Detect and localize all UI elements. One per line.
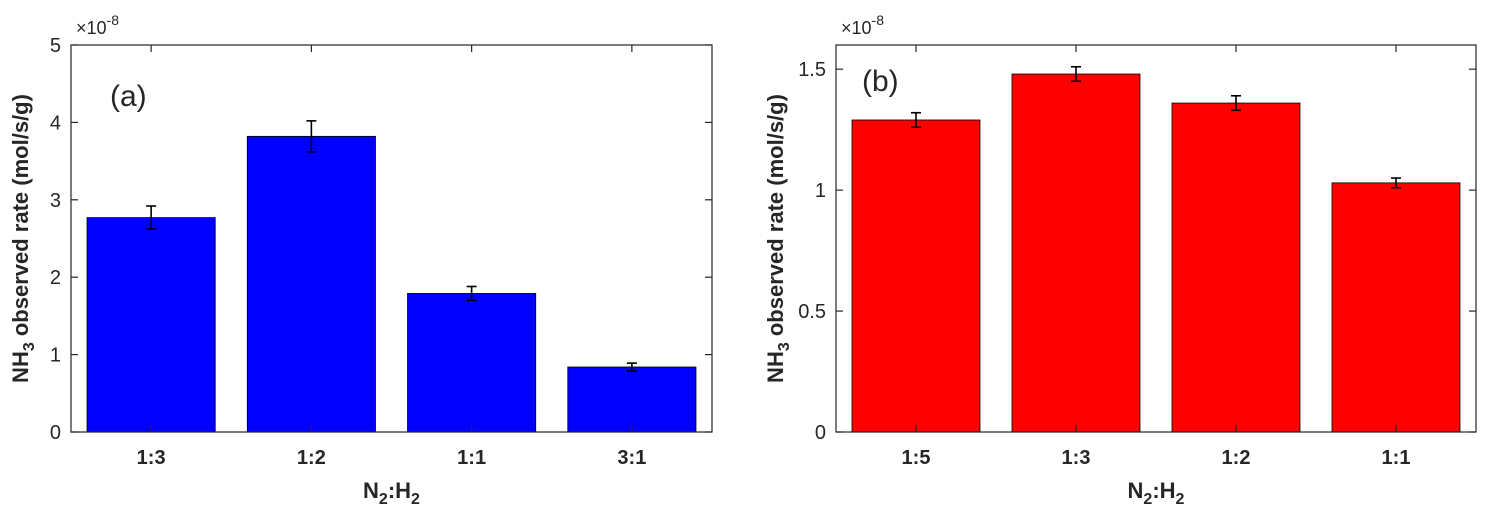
x-tick-label-1:3: 1:3 (137, 447, 166, 469)
x-axis-label: N2:H2 (363, 478, 420, 508)
y-tick-label: 1 (50, 345, 61, 367)
chart-panel-b: 1:5 1:3 1:2 1:1 0 0.5 1 1.5 ×10-8 (b) NH3 observed… (763, 12, 1477, 508)
bar-1:5 (851, 119, 981, 433)
bar-3:1 (567, 366, 697, 433)
x-tick-label-1:3: 1:3 (1062, 447, 1091, 469)
y-tick-label: 2 (50, 267, 61, 289)
axes-box (70, 44, 713, 433)
x-tick-label-1:2: 1:2 (1222, 447, 1251, 469)
y-exponent-label: ×10-8 (76, 12, 119, 38)
y-tick-label: 4 (50, 112, 61, 134)
bar-1:2 (1171, 102, 1301, 433)
panel-label: (a) (110, 80, 147, 113)
chart-panel-a: 1:3 1:2 1:1 3:1 0 1 2 3 4 5 ×10-8 (a) NH3 observed r… (8, 12, 713, 508)
x-tick-label-3:1: 3:1 (617, 447, 646, 469)
error-bar-1:1 (466, 285, 477, 302)
error-bar-1:2 (1231, 94, 1241, 112)
bar-1:3 (86, 217, 216, 433)
panel-label: (b) (862, 65, 899, 98)
x-tick-label-1:1: 1:1 (457, 447, 486, 469)
error-bar-1:3 (1071, 65, 1081, 83)
error-bar-1:3 (146, 205, 157, 231)
x-tick-label-1:5: 1:5 (902, 447, 931, 469)
error-bar-1:5 (911, 111, 921, 129)
bar-1:2 (246, 135, 376, 433)
bar-1:3 (1011, 73, 1141, 433)
y-axis-label: NH3 observed rate (mol/s/g) (8, 94, 38, 383)
x-axis-label: N2:H2 (1128, 478, 1185, 508)
y-tick-label: 0 (815, 422, 826, 444)
bar-1:1 (1331, 182, 1461, 433)
bar-1:1 (407, 293, 537, 433)
y-tick-label: 5 (50, 35, 61, 57)
y-tick-label: 0 (50, 422, 61, 444)
y-tick-label: 1 (815, 180, 826, 202)
error-bar-3:1 (626, 362, 637, 372)
error-bar-1:1 (1391, 177, 1401, 189)
y-tick-label: 1.5 (798, 59, 826, 81)
error-bar-1:2 (306, 120, 317, 153)
y-axis-label: NH3 observed rate (mol/s/g) (763, 94, 793, 383)
y-tick-label: 0.5 (798, 301, 826, 323)
y-exponent-label: ×10-8 (841, 12, 884, 38)
x-tick-label-1:2: 1:2 (297, 447, 326, 469)
x-tick-label-1:1: 1:1 (1382, 447, 1411, 469)
y-tick-label: 3 (50, 190, 61, 212)
axes-box (835, 44, 1477, 433)
